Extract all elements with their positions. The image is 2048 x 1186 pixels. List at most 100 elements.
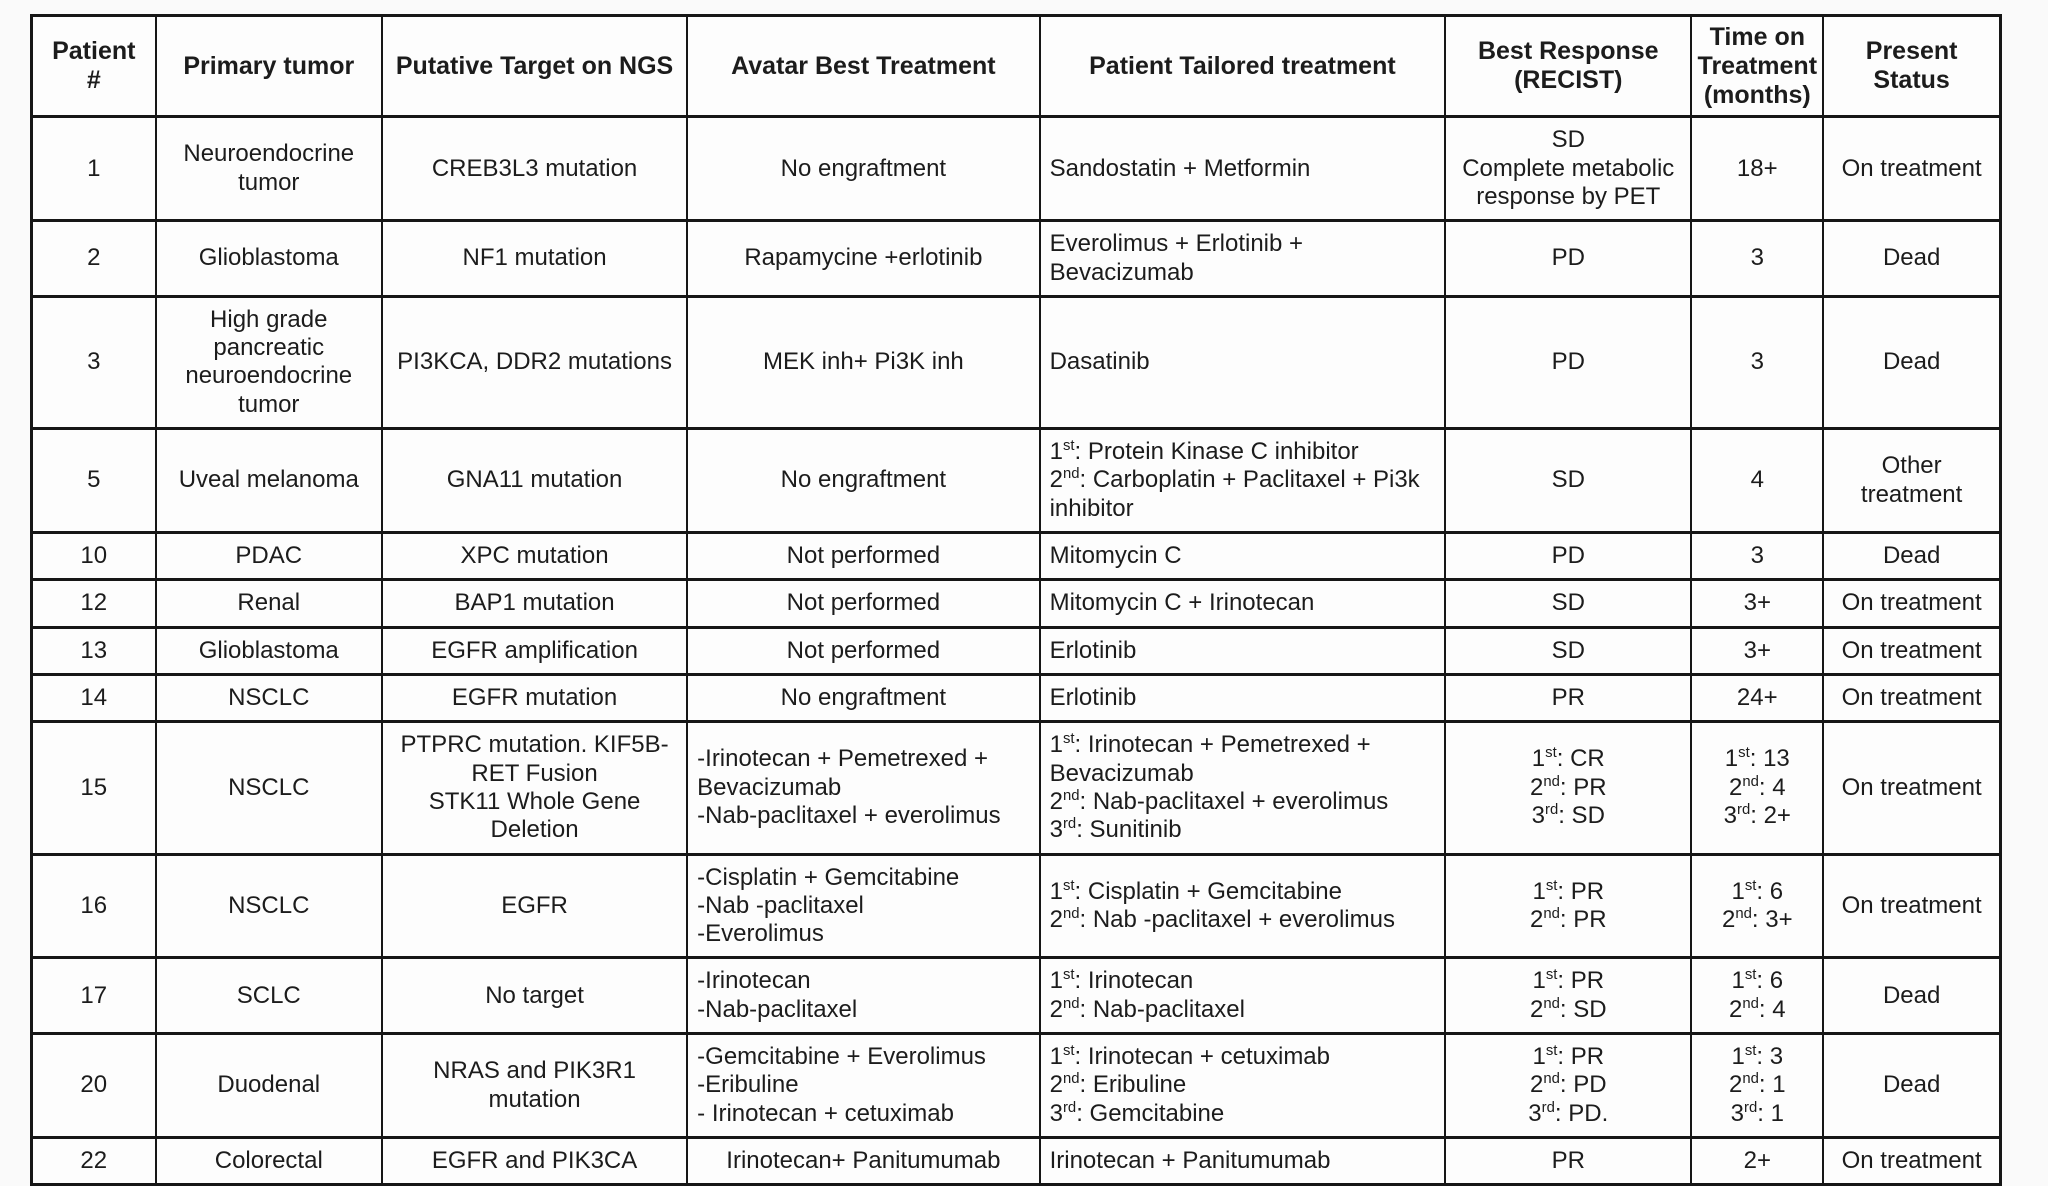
cell-avatar: No engraftment [686,427,1041,534]
cell-target: NF1 mutation [380,219,689,298]
cell-tailored: Everolimus + Erlotinib + Bevacizumab [1038,219,1447,298]
cell-target: EGFR [380,853,689,959]
table-row: 16 NSCLC EGFR -Cisplatin + Gemcitabine -Nab … [30,853,2002,959]
cell-status: On treatment [1822,626,2002,676]
cell-status: Dead [1822,531,2002,581]
cell-tumor: Duodenal [154,1032,383,1139]
cell-time: 3 [1690,219,1825,298]
cell-tumor: PDAC [154,531,383,581]
cell-tumor: NSCLC [154,853,383,959]
cell-tumor: Glioblastoma [154,219,383,298]
cell-tailored: 1st: Protein Kinase C inhibitor 2nd: Carb… [1038,427,1447,534]
table-header: Patient # Primary tumor Putative Target on… [30,14,2002,119]
cell-tumor: Glioblastoma [154,626,383,676]
cell-tailored: Irinotecan + Panitumumab [1038,1136,1447,1186]
cell-response: SD [1444,626,1693,676]
cell-time: 3+ [1690,578,1825,629]
cell-tumor: High grade pancreatic neuroendocrine tum… [154,295,383,430]
cell-status: On treatment [1822,578,2002,629]
cell-target: EGFR mutation [380,673,689,723]
column-header-patient: Patient # [30,14,157,119]
cell-tumor: Uveal melanoma [154,427,383,534]
cell-target: PTPRC mutation. KIF5B-RET Fusion STK11 Wh… [380,720,689,856]
column-header-time: Time on Treatment (months) [1690,14,1825,119]
table-row: 14 NSCLC EGFR mutation No engraftment Erloti… [30,673,2002,723]
column-header-target: Putative Target on NGS [380,14,689,119]
cell-avatar: -Irinotecan -Nab-paclitaxel [686,956,1041,1035]
cell-response: PD [1444,295,1693,430]
cell-status: Dead [1822,219,2002,298]
cell-time: 1st: 6 2nd: 3+ [1690,853,1825,959]
column-header-avatar: Avatar Best Treatment [686,14,1041,119]
table-row: 10 PDAC XPC mutation Not performed Mitomycin… [30,531,2002,581]
cell-tailored: 1st: Irinotecan + Pemetrexed + Bevacizum… [1038,720,1447,856]
cell-time: 3 [1690,295,1825,430]
table-row: 13 Glioblastoma EGFR amplification Not perf… [30,626,2002,676]
table-row: 2 Glioblastoma NF1 mutation Rapamycine +erl… [30,219,2002,298]
cell-avatar: -Cisplatin + Gemcitabine -Nab -paclitaxel… [686,853,1041,959]
table-body: 1 Neuroendocrine tumor CREB3L3 mutation No … [30,115,2002,1186]
patient-results-table: Patient # Primary tumor Putative Target on… [30,14,2002,1186]
cell-status: Dead [1822,295,2002,430]
cell-avatar: -Irinotecan + Pemetrexed + Bevacizumab -N… [686,720,1041,856]
cell-tailored: Mitomycin C [1038,531,1447,581]
cell-tailored: Erlotinib [1038,673,1447,723]
cell-avatar: Irinotecan+ Panitumumab [686,1136,1041,1186]
cell-target: XPC mutation [380,531,689,581]
column-header-status: Present Status [1822,14,2002,119]
cell-target: CREB3L3 mutation [380,115,689,222]
cell-patient: 16 [30,853,157,959]
cell-tailored: 1st: Irinotecan + cetuximab 2nd: Eribulin… [1038,1032,1447,1139]
cell-avatar: Rapamycine +erlotinib [686,219,1041,298]
cell-patient: 17 [30,956,157,1035]
table-row: 15 NSCLC PTPRC mutation. KIF5B-RET Fusion S… [30,720,2002,856]
cell-target: BAP1 mutation [380,578,689,629]
cell-patient: 5 [30,427,157,534]
cell-response: PR [1444,1136,1693,1186]
cell-target: NRAS and PIK3R1 mutation [380,1032,689,1139]
column-header-tailored: Patient Tailored treatment [1038,14,1447,119]
cell-tailored: Mitomycin C + Irinotecan [1038,578,1447,629]
cell-response: PR [1444,673,1693,723]
cell-target: EGFR amplification [380,626,689,676]
table-row: 17 SCLC No target -Irinotecan -Nab-paclitaxe… [30,956,2002,1035]
cell-patient: 20 [30,1032,157,1139]
cell-target: PI3KCA, DDR2 mutations [380,295,689,430]
cell-tumor: Neuroendocrine tumor [154,115,383,222]
cell-status: On treatment [1822,673,2002,723]
cell-status: On treatment [1822,853,2002,959]
cell-avatar: Not performed [686,578,1041,629]
cell-status: On treatment [1822,115,2002,222]
cell-response: 1st: PR 2nd: PR [1444,853,1693,959]
cell-tailored: Erlotinib [1038,626,1447,676]
cell-time: 3 [1690,531,1825,581]
cell-avatar: Not performed [686,626,1041,676]
cell-patient: 13 [30,626,157,676]
cell-time: 1st: 3 2nd: 1 3rd: 1 [1690,1032,1825,1139]
cell-patient: 15 [30,720,157,856]
cell-time: 1st: 13 2nd: 4 3rd: 2+ [1690,720,1825,856]
cell-response: PD [1444,219,1693,298]
cell-avatar: Not performed [686,531,1041,581]
cell-avatar: No engraftment [686,673,1041,723]
cell-tailored: 1st: Irinotecan 2nd: Nab-paclitaxel [1038,956,1447,1035]
cell-time: 4 [1690,427,1825,534]
cell-response: PD [1444,531,1693,581]
cell-response: 1st: CR 2nd: PR 3rd: SD [1444,720,1693,856]
cell-tumor: NSCLC [154,720,383,856]
cell-patient: 10 [30,531,157,581]
cell-time: 1st: 6 2nd: 4 [1690,956,1825,1035]
cell-avatar: MEK inh+ Pi3K inh [686,295,1041,430]
cell-tailored: Dasatinib [1038,295,1447,430]
cell-time: 2+ [1690,1136,1825,1186]
document-page: Patient # Primary tumor Putative Target on… [30,14,2002,1186]
cell-patient: 1 [30,115,157,222]
cell-response: SD [1444,427,1693,534]
cell-tumor: Renal [154,578,383,629]
cell-patient: 3 [30,295,157,430]
cell-patient: 22 [30,1136,157,1186]
cell-status: Other treatment [1822,427,2002,534]
cell-tumor: NSCLC [154,673,383,723]
table-row: 20 Duodenal NRAS and PIK3R1 mutation -Gemcit… [30,1032,2002,1139]
cell-time: 18+ [1690,115,1825,222]
